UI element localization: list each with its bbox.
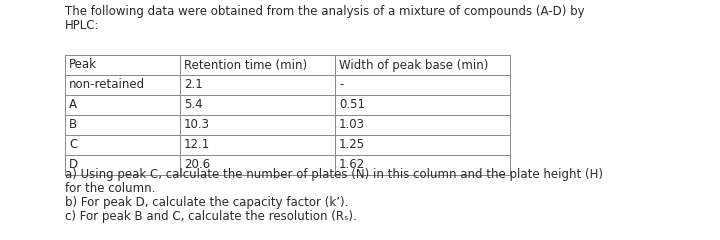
Bar [335, 155, 510, 175]
Text: 12.1: 12.1 [184, 138, 210, 151]
Bar [65, 135, 180, 155]
Bar [180, 75, 335, 95]
Bar [180, 95, 335, 115]
Text: HPLC:: HPLC: [65, 19, 99, 32]
Bar [335, 95, 510, 115]
Bar [335, 55, 510, 75]
Text: 2.1: 2.1 [184, 78, 203, 91]
Text: Peak: Peak [69, 59, 97, 72]
Bar [180, 115, 335, 135]
Text: b) For peak D, calculate the capacity factor (k’).: b) For peak D, calculate the capacity fa… [65, 196, 348, 209]
Text: 10.3: 10.3 [184, 119, 210, 132]
Text: D: D [69, 158, 78, 172]
Bar [335, 75, 510, 95]
Text: c) For peak B and C, calculate the resolution (Rₛ).: c) For peak B and C, calculate the resol… [65, 210, 356, 223]
Text: a) Using peak C, calculate the number of plates (N) in this column and the plate: a) Using peak C, calculate the number of… [65, 168, 603, 181]
Text: 1.25: 1.25 [339, 138, 365, 151]
Bar [65, 75, 180, 95]
Text: non-retained: non-retained [69, 78, 145, 91]
Text: 1.62: 1.62 [339, 158, 365, 172]
Bar [180, 135, 335, 155]
Text: A: A [69, 98, 77, 112]
Bar [65, 115, 180, 135]
Text: 20.6: 20.6 [184, 158, 210, 172]
Bar [180, 155, 335, 175]
Text: Width of peak base (min): Width of peak base (min) [339, 59, 488, 72]
Text: The following data were obtained from the analysis of a mixture of compounds (A-: The following data were obtained from th… [65, 5, 585, 18]
Bar [335, 115, 510, 135]
Text: C: C [69, 138, 77, 151]
Bar [65, 55, 180, 75]
Text: for the column.: for the column. [65, 182, 156, 195]
Text: 5.4: 5.4 [184, 98, 202, 112]
Bar [180, 55, 335, 75]
Text: 1.03: 1.03 [339, 119, 365, 132]
Bar [65, 155, 180, 175]
Text: Retention time (min): Retention time (min) [184, 59, 307, 72]
Text: B: B [69, 119, 77, 132]
Bar [65, 95, 180, 115]
Text: 0.51: 0.51 [339, 98, 365, 112]
Bar [335, 135, 510, 155]
Text: -: - [339, 78, 343, 91]
